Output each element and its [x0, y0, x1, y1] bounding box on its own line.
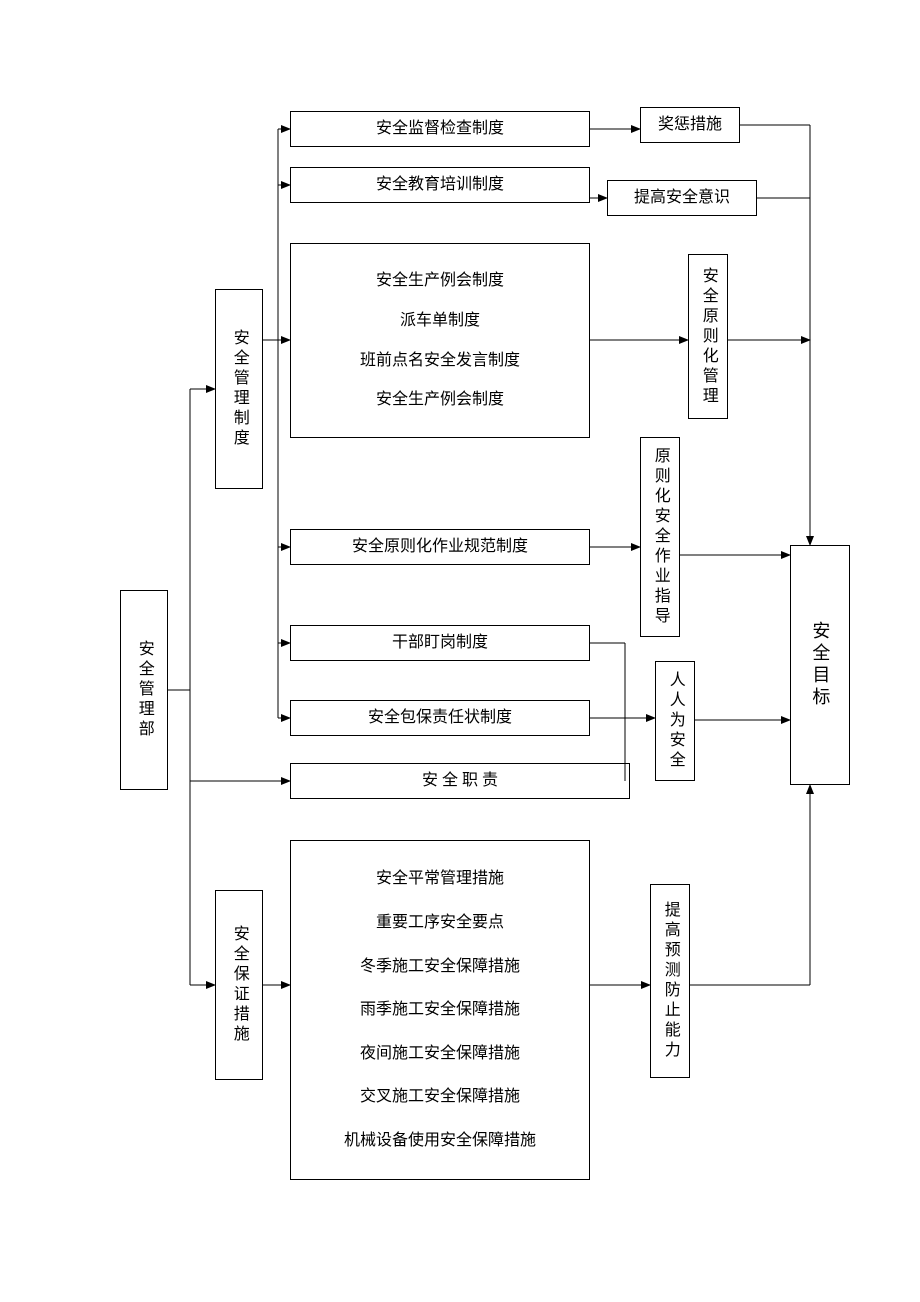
row-a6-label: 安全包保责任状制度: [368, 705, 512, 731]
branch-a-box: 安全管理制度: [215, 289, 263, 489]
row-a5-box: 干部盯岗制度: [290, 625, 590, 661]
branch-b-box: 安全保证措施: [215, 890, 263, 1080]
row-a4-label: 安全原则化作业规范制度: [352, 534, 528, 560]
row-b-line2: 重要工序安全要点: [376, 910, 504, 936]
row-b-box: 安全平常管理措施 重要工序安全要点 冬季施工安全保障措施 雨季施工安全保障措施 …: [290, 840, 590, 1180]
row-a56-out-box: 人人为安全: [655, 661, 695, 781]
row-a5-label: 干部盯岗制度: [392, 630, 488, 656]
row-b-out-box: 提高预测防止能力: [650, 884, 690, 1078]
row-a7-label: 安 全 职 责: [422, 768, 498, 794]
row-a2-out-label: 提高安全意识: [634, 185, 730, 211]
row-a4-out-label: 原则化安全作业指导: [647, 447, 673, 627]
row-a3-line3: 班前点名安全发言制度: [360, 348, 520, 374]
root-box: 安全管理部: [120, 590, 168, 790]
row-b-line5: 夜间施工安全保障措施: [360, 1041, 520, 1067]
row-a2-out-box: 提高安全意识: [607, 180, 757, 216]
row-b-out-label: 提高预测防止能力: [657, 901, 683, 1061]
row-a1-label: 安全监督检查制度: [376, 116, 504, 142]
row-a2-label: 安全教育培训制度: [376, 172, 504, 198]
row-a4-box: 安全原则化作业规范制度: [290, 529, 590, 565]
row-b-line6: 交叉施工安全保障措施: [360, 1084, 520, 1110]
row-a2-box: 安全教育培训制度: [290, 167, 590, 203]
goal-box: 安全目标: [790, 545, 850, 785]
branch-a-label: 安全管理制度: [226, 329, 252, 449]
row-a3-line1: 安全生产例会制度: [376, 268, 504, 294]
branch-b-label: 安全保证措施: [226, 925, 252, 1045]
row-a3-line4: 安全生产例会制度: [376, 387, 504, 413]
row-a3-out-label: 安全原则化管理: [695, 267, 721, 407]
row-a3-line2: 派车单制度: [400, 308, 480, 334]
root-label: 安全管理部: [131, 640, 157, 740]
row-b-line7: 机械设备使用安全保障措施: [344, 1128, 536, 1154]
row-b-line3: 冬季施工安全保障措施: [360, 954, 520, 980]
row-a1-box: 安全监督检查制度: [290, 111, 590, 147]
row-a56-out-label: 人人为安全: [662, 671, 688, 771]
row-a3-box: 安全生产例会制度 派车单制度 班前点名安全发言制度 安全生产例会制度: [290, 243, 590, 438]
row-b-line1: 安全平常管理措施: [376, 866, 504, 892]
row-a6-box: 安全包保责任状制度: [290, 700, 590, 736]
row-b-line4: 雨季施工安全保障措施: [360, 997, 520, 1023]
row-a1-out-box: 奖惩措施: [640, 107, 740, 143]
row-a1-out-label: 奖惩措施: [658, 112, 722, 138]
row-a4-out-box: 原则化安全作业指导: [640, 437, 680, 637]
row-a7-box: 安 全 职 责: [290, 763, 630, 799]
goal-label: 安全目标: [806, 621, 835, 709]
row-a3-out-box: 安全原则化管理: [688, 254, 728, 419]
